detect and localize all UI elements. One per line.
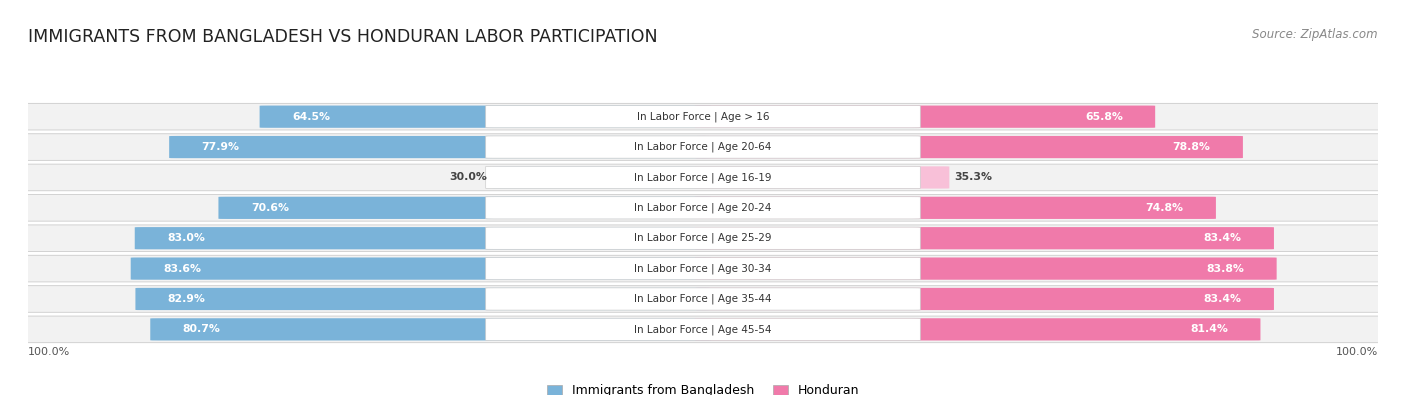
FancyBboxPatch shape [485, 136, 921, 158]
Text: In Labor Force | Age 30-34: In Labor Force | Age 30-34 [634, 263, 772, 274]
FancyBboxPatch shape [485, 227, 921, 249]
Text: 64.5%: 64.5% [292, 112, 330, 122]
Text: 82.9%: 82.9% [167, 294, 205, 304]
FancyBboxPatch shape [17, 134, 1389, 160]
FancyBboxPatch shape [218, 197, 711, 219]
Text: 30.0%: 30.0% [449, 173, 486, 182]
Text: In Labor Force | Age 20-24: In Labor Force | Age 20-24 [634, 203, 772, 213]
Legend: Immigrants from Bangladesh, Honduran: Immigrants from Bangladesh, Honduran [541, 379, 865, 395]
FancyBboxPatch shape [17, 316, 1389, 343]
Text: 77.9%: 77.9% [201, 142, 239, 152]
Text: 83.8%: 83.8% [1206, 263, 1244, 274]
FancyBboxPatch shape [17, 164, 1389, 191]
Text: In Labor Force | Age 25-29: In Labor Force | Age 25-29 [634, 233, 772, 243]
Text: In Labor Force | Age 16-19: In Labor Force | Age 16-19 [634, 172, 772, 183]
FancyBboxPatch shape [150, 318, 711, 340]
FancyBboxPatch shape [695, 105, 1156, 128]
FancyBboxPatch shape [695, 318, 1260, 340]
FancyBboxPatch shape [695, 166, 949, 188]
FancyBboxPatch shape [17, 286, 1389, 312]
Text: 83.0%: 83.0% [167, 233, 205, 243]
FancyBboxPatch shape [485, 105, 921, 128]
Text: In Labor Force | Age 20-64: In Labor Force | Age 20-64 [634, 142, 772, 152]
FancyBboxPatch shape [695, 288, 1274, 310]
Text: Source: ZipAtlas.com: Source: ZipAtlas.com [1253, 28, 1378, 41]
Text: In Labor Force | Age 45-54: In Labor Force | Age 45-54 [634, 324, 772, 335]
FancyBboxPatch shape [695, 227, 1274, 249]
FancyBboxPatch shape [135, 227, 711, 249]
Text: 83.4%: 83.4% [1204, 233, 1241, 243]
FancyBboxPatch shape [135, 288, 711, 310]
FancyBboxPatch shape [17, 255, 1389, 282]
FancyBboxPatch shape [260, 105, 711, 128]
Text: 65.8%: 65.8% [1085, 112, 1123, 122]
Text: IMMIGRANTS FROM BANGLADESH VS HONDURAN LABOR PARTICIPATION: IMMIGRANTS FROM BANGLADESH VS HONDURAN L… [28, 28, 658, 46]
FancyBboxPatch shape [17, 225, 1389, 252]
Text: 80.7%: 80.7% [183, 324, 221, 335]
Text: 83.4%: 83.4% [1204, 294, 1241, 304]
Text: 100.0%: 100.0% [1336, 347, 1378, 357]
Text: 35.3%: 35.3% [955, 173, 993, 182]
Text: 100.0%: 100.0% [28, 347, 70, 357]
FancyBboxPatch shape [695, 258, 1277, 280]
Text: 83.6%: 83.6% [163, 263, 201, 274]
FancyBboxPatch shape [131, 258, 711, 280]
FancyBboxPatch shape [17, 103, 1389, 130]
Text: 70.6%: 70.6% [250, 203, 288, 213]
Text: In Labor Force | Age > 16: In Labor Force | Age > 16 [637, 111, 769, 122]
Text: 78.8%: 78.8% [1173, 142, 1211, 152]
FancyBboxPatch shape [492, 166, 711, 188]
FancyBboxPatch shape [485, 197, 921, 219]
FancyBboxPatch shape [695, 136, 1243, 158]
Text: 74.8%: 74.8% [1146, 203, 1184, 213]
FancyBboxPatch shape [485, 258, 921, 280]
FancyBboxPatch shape [695, 197, 1216, 219]
Text: 81.4%: 81.4% [1191, 324, 1227, 335]
FancyBboxPatch shape [17, 194, 1389, 221]
FancyBboxPatch shape [485, 288, 921, 310]
FancyBboxPatch shape [485, 166, 921, 188]
Text: In Labor Force | Age 35-44: In Labor Force | Age 35-44 [634, 294, 772, 304]
FancyBboxPatch shape [485, 318, 921, 340]
FancyBboxPatch shape [169, 136, 711, 158]
